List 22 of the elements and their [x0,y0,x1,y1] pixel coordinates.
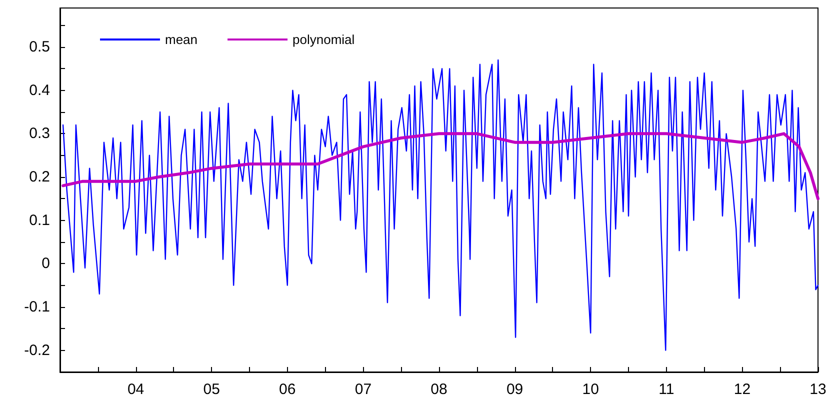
x-tick-label: 10 [582,381,599,398]
y-tick-label: 0 [42,255,50,272]
y-tick-label: 0.1 [29,212,50,229]
x-tick-label: 07 [354,381,372,398]
x-tick-label: 08 [430,381,448,398]
line-series [62,132,820,200]
x-tick-label: 13 [810,381,826,398]
legend-label: mean [165,32,198,47]
y-tick-label: 0.2 [29,168,50,186]
x-tick-label: 06 [279,381,296,398]
x-tick-label: 12 [734,381,751,398]
x-tick-label: 05 [203,381,220,398]
x-tick-label: 04 [127,381,144,398]
y-tick-label: -0.1 [24,298,50,316]
legend-label: polynomial [292,32,355,47]
x-tick-label: 11 [658,381,674,398]
x-tick-label: 09 [506,381,524,398]
y-tick-label: 0.5 [29,38,50,56]
y-tick-label: -0.2 [24,342,50,359]
y-tick-label: 0.4 [29,82,50,99]
line-series [62,59,819,351]
y-tick-label: 0.3 [29,125,50,142]
